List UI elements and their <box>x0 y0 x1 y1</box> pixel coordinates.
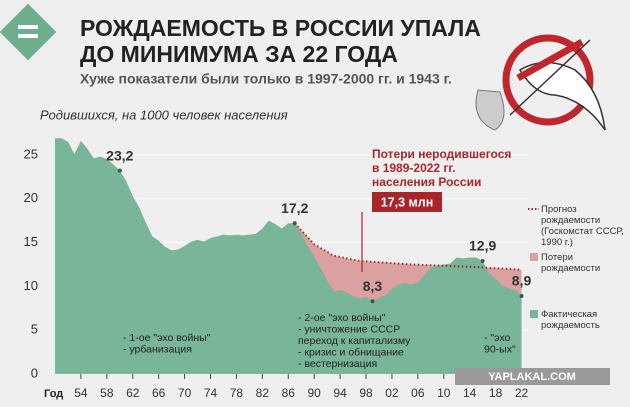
value-point <box>117 168 122 173</box>
title: РОЖДАЕМОСТЬ В РОССИИ УПАЛА <box>80 15 481 41</box>
value-point <box>519 294 524 299</box>
value-label: 8,3 <box>363 278 383 294</box>
callout-text: в 1989-2022 гг. <box>372 161 456 175</box>
x-tick-label: 14 <box>463 386 477 400</box>
logo <box>0 3 57 61</box>
value-label: 8,9 <box>512 273 532 289</box>
x-tick-label: 90 <box>307 386 321 400</box>
annotation: - кризис и обнищание <box>298 346 404 358</box>
y-tick-label: 20 <box>24 190 38 205</box>
watermark-box <box>455 368 610 385</box>
x-tick-label: 70 <box>178 386 192 400</box>
logo-bar <box>18 34 38 38</box>
x-tick-label: 98 <box>359 386 373 400</box>
value-label: 17,2 <box>281 200 308 216</box>
callout-box <box>372 192 442 212</box>
annotation: переход к капитализму <box>298 335 411 347</box>
legend-swatch <box>530 310 538 318</box>
x-tick-label: 86 <box>282 386 296 400</box>
y-tick-label: 25 <box>24 146 38 161</box>
y-tick-label: 0 <box>31 365 38 380</box>
x-tick-label: 06 <box>411 386 425 400</box>
forecast-line <box>294 222 522 271</box>
callout-text: Потери неродившегося <box>372 147 511 161</box>
y-tick-label: 15 <box>24 234 38 249</box>
y-tick-label: 10 <box>24 278 38 293</box>
legend-swatch <box>530 253 538 261</box>
callout-text: населения России <box>372 175 481 189</box>
legend-label: Потери рождаемости <box>541 252 601 274</box>
value-point <box>480 258 485 263</box>
value-point <box>292 221 297 226</box>
x-tick-label: 94 <box>333 386 347 400</box>
legend-label: Прогноз рождаемости (Госкомстат СССР, 19… <box>541 204 624 248</box>
watermark: YAPLAKAL.COM <box>488 371 576 383</box>
value-label: 23,2 <box>106 147 133 163</box>
annotation: - 1-ое "эхо войны" <box>123 332 211 344</box>
x-tick-label: 58 <box>100 386 114 400</box>
x-tick-label: 02 <box>385 386 399 400</box>
y-tick-label: 5 <box>31 322 38 337</box>
logo-bar <box>18 25 38 29</box>
x-tick-label: 54 <box>74 386 88 400</box>
value-point <box>370 299 375 304</box>
callout-total: 17,3 млн <box>381 195 434 209</box>
title: ДО МИНИМУМА ЗА 22 ГОДА <box>80 41 398 67</box>
x-tick-label: 62 <box>126 386 140 400</box>
value-label: 12,9 <box>469 238 496 254</box>
x-tick-label: 10 <box>437 386 451 400</box>
x-tick-label: 78 <box>230 386 244 400</box>
y-axis-label: Родившихся, на 1000 человек населения <box>40 107 288 122</box>
x-tick-label: 66 <box>152 386 166 400</box>
annotation: - 2-ое "эхо войны" <box>298 312 386 324</box>
annotation: - уничтожение СССР <box>298 323 400 335</box>
legend-label: Фактическая рождаемость <box>541 309 600 331</box>
annotation: - "эхо <box>484 332 511 344</box>
x-tick-label: 82 <box>256 386 270 400</box>
annotation: 90-ых" <box>484 343 516 355</box>
x-tick-label: 74 <box>204 386 218 400</box>
subtitle: Хуже показатели были только в 1997-2000 … <box>80 71 452 87</box>
x-tick-label: 18 <box>489 386 503 400</box>
annotation: - вестернизация <box>298 358 377 370</box>
annotation: - урбанизация <box>123 343 192 355</box>
stork-icon <box>475 34 606 131</box>
x-tick-label: 22 <box>515 386 529 400</box>
actual-area <box>55 138 522 374</box>
x-axis-label: Год <box>44 388 63 400</box>
